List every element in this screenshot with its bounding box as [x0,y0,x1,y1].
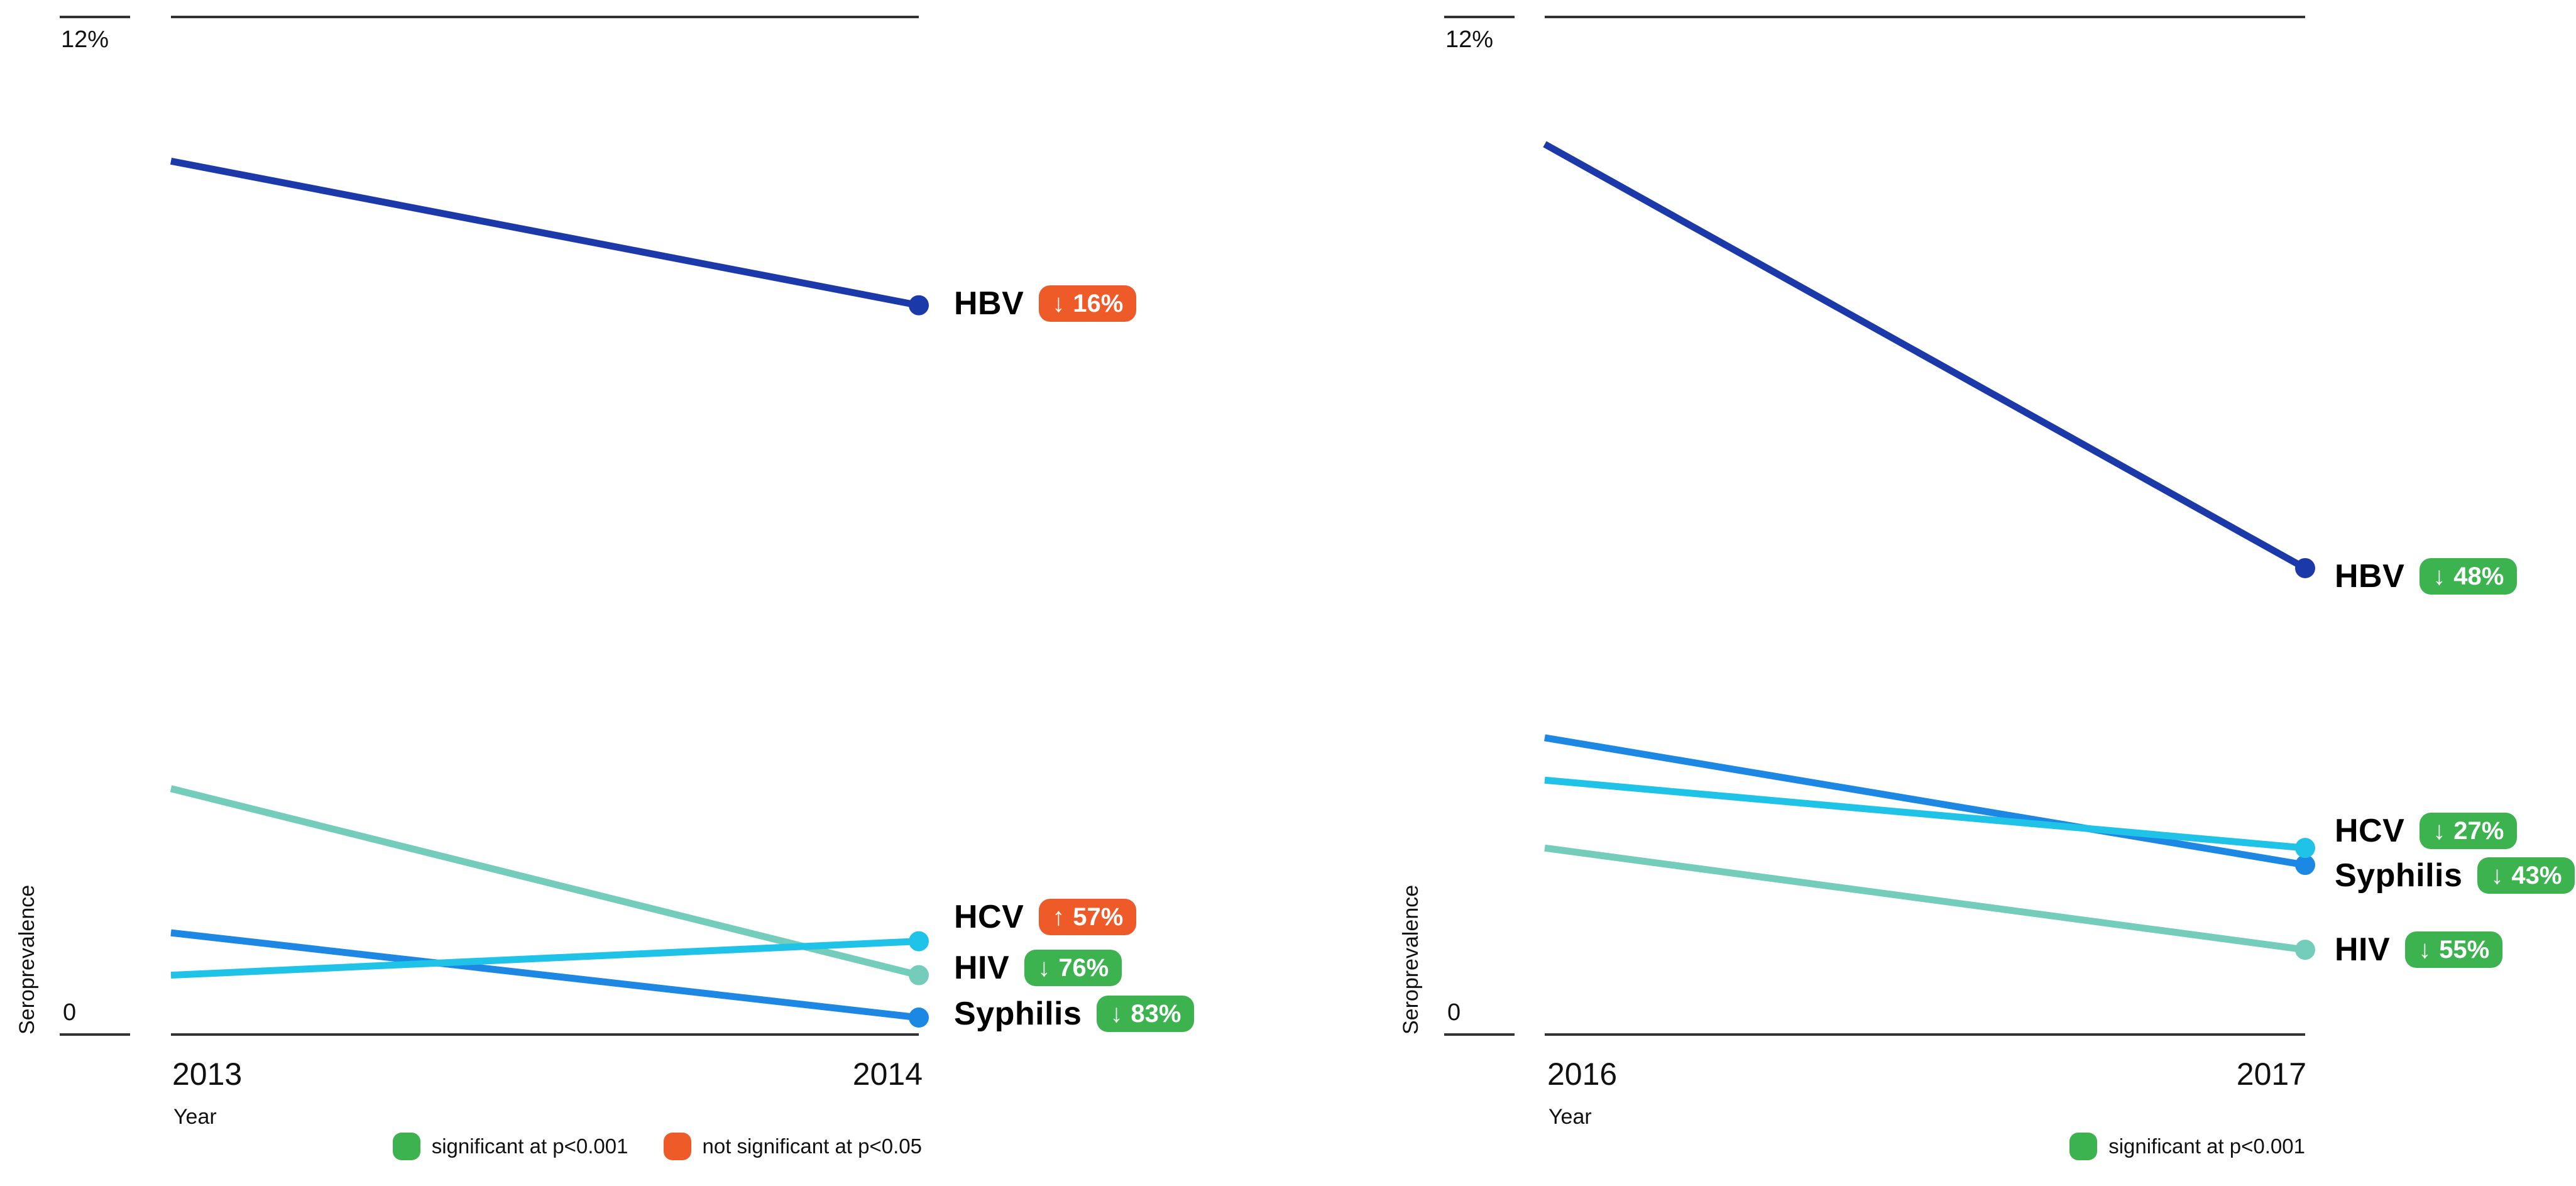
series-label-row-hbv: HBV ↓ 16% [954,285,1137,322]
series-line-syphilis [1544,734,2306,869]
legend-swatch-icon [663,1133,691,1160]
series-endpoint-dot-hbv [2295,557,2315,578]
change-percent: 57% [1073,903,1124,931]
legend-left: significant at p<0.001 not significant at… [392,1133,923,1160]
legend-item-not-significant: not significant at p<0.05 [663,1133,923,1160]
down-arrow-icon: ↓ [2433,817,2446,845]
change-badge-hcv: ↓ 27% [2420,813,2518,849]
legend-right: significant at p<0.001 [2069,1133,2305,1160]
series-label-row-hbv: HBV ↓ 48% [2335,557,2518,595]
series-label-row-hiv: HIV ↓ 76% [954,949,1122,987]
series-name-hiv: HIV [954,950,1010,986]
series-name-hcv: HCV [2335,813,2405,849]
series-line-hiv [1544,844,2306,953]
plot-top-border-left [171,16,919,18]
legend-label: significant at p<0.001 [431,1134,628,1158]
y-axis-min-tick-right [1444,1033,1515,1036]
change-badge-hcv: ↑ 57% [1039,899,1137,935]
x-tick-2013: 2013 [172,1057,243,1092]
y-axis-max-label-right: 12% [1445,26,1494,53]
series-name-hcv: HCV [954,899,1024,935]
x-axis-title-right: Year [1548,1105,1592,1129]
series-label-row-hcv: HCV ↑ 57% [954,898,1137,936]
x-axis-title-left: Year [173,1105,217,1129]
x-tick-2017: 2017 [2236,1057,2306,1092]
x-axis-line-left [171,1033,919,1036]
change-percent: 48% [2453,563,2504,590]
series-line-hbv [170,157,920,309]
x-tick-2016: 2016 [1547,1057,1618,1092]
series-line-hcv [170,938,919,979]
down-arrow-icon: ↓ [1038,954,1051,982]
legend-swatch-icon [392,1133,420,1160]
legend-swatch-icon [2069,1133,2098,1160]
change-percent: 76% [1058,954,1109,982]
series-line-syphilis [170,929,919,1021]
change-percent: 43% [2511,862,2562,889]
change-percent: 83% [1131,1000,1181,1028]
series-name-hbv: HBV [2335,558,2405,595]
series-endpoint-dot-hcv [909,931,929,952]
x-axis-line-right [1545,1033,2305,1036]
change-badge-hbv: ↓ 16% [1039,285,1137,322]
series-name-syphilis: Syphilis [2335,857,2463,894]
change-badge-hbv: ↓ 48% [2420,558,2518,595]
up-arrow-icon: ↑ [1052,903,1065,931]
y-axis-min-label-right: 0 [1447,999,1461,1026]
series-line-hbv [1543,141,2307,571]
legend-label: not significant at p<0.05 [702,1134,923,1158]
change-percent: 55% [2439,936,2490,964]
series-endpoint-dot-hiv [909,965,929,986]
legend-label: significant at p<0.001 [2108,1134,2305,1158]
change-badge-hiv: ↓ 76% [1024,950,1122,986]
y-axis-title-left: Seroprevalence [15,884,39,1035]
y-axis-min-tick-left [60,1033,130,1036]
y-axis-max-label-left: 12% [61,26,109,53]
series-label-row-hiv: HIV ↓ 55% [2335,931,2503,969]
legend-item-significant: significant at p<0.001 [392,1133,628,1160]
series-endpoint-dot-hbv [909,295,929,316]
series-label-row-syphilis: Syphilis ↓ 43% [2335,857,2575,894]
plot-top-border-right [1545,16,2305,18]
change-badge-hiv: ↓ 55% [2405,931,2503,968]
series-label-row-hcv: HCV ↓ 27% [2335,812,2518,850]
change-percent: 16% [1073,290,1124,317]
down-arrow-icon: ↓ [2418,936,2431,964]
down-arrow-icon: ↓ [1052,290,1065,317]
series-line-hcv [1544,776,2306,852]
down-arrow-icon: ↓ [1110,1000,1123,1028]
change-badge-syphilis: ↓ 83% [1097,996,1195,1032]
series-endpoint-dot-syphilis [909,1008,929,1028]
series-label-row-syphilis: Syphilis ↓ 83% [954,995,1195,1033]
series-name-hiv: HIV [2335,931,2391,968]
change-percent: 27% [2453,817,2504,845]
down-arrow-icon: ↓ [2491,862,2504,889]
y-axis-max-tick-right [1444,16,1515,18]
series-endpoint-dot-hiv [2295,940,2315,960]
series-endpoint-dot-syphilis [2295,855,2315,876]
down-arrow-icon: ↓ [2433,563,2446,590]
series-name-hbv: HBV [954,285,1024,322]
series-name-syphilis: Syphilis [954,996,1082,1032]
series-endpoint-dot-hcv [2295,838,2315,859]
y-axis-title-right: Seroprevalence [1399,884,1423,1035]
y-axis-max-tick-left [60,16,130,18]
change-badge-syphilis: ↓ 43% [2477,857,2575,894]
x-tick-2014: 2014 [852,1057,923,1092]
y-axis-min-label-left: 0 [63,999,77,1026]
legend-item-significant: significant at p<0.001 [2069,1133,2305,1160]
